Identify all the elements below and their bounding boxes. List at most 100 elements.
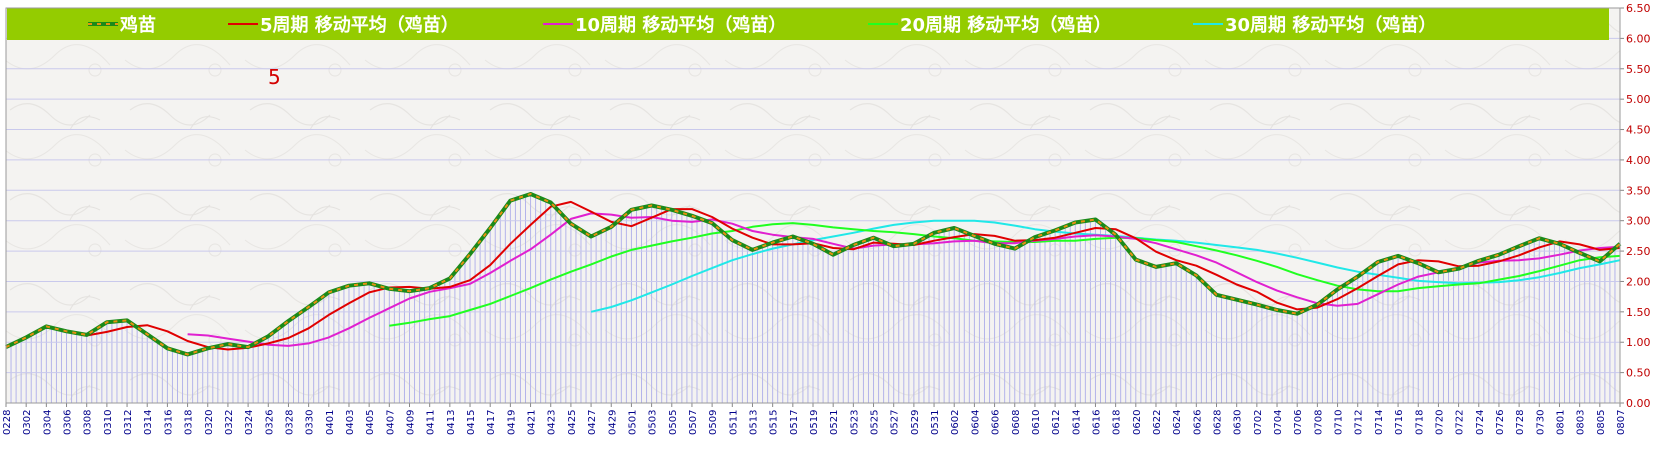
y-tick-label: 0.50: [1626, 367, 1651, 380]
x-tick-label: 0427: [587, 410, 598, 435]
x-tick-label: 0407: [385, 410, 396, 435]
x-tick-label: 0616: [1091, 410, 1102, 435]
x-tick-label: 0322: [224, 410, 235, 435]
x-tick-label: 0425: [567, 410, 578, 435]
x-tick-label: 0513: [748, 410, 759, 435]
x-tick-label: 0306: [63, 410, 74, 435]
chart-annotation: 5: [268, 65, 281, 89]
x-tick-label: 0626: [1192, 410, 1203, 435]
x-tick-label: 0328: [284, 410, 295, 435]
legend-label: 30周期 移动平均（鸡苗）: [1225, 14, 1436, 36]
series-lines: [5, 192, 1622, 357]
x-tick-label: 0628: [1213, 410, 1224, 435]
x-tick-label: 0720: [1434, 410, 1445, 435]
x-tick-label: 0706: [1293, 410, 1304, 435]
x-tick-label: 0503: [648, 410, 659, 435]
x-tick-label: 0405: [365, 410, 376, 435]
legend-label: 鸡苗: [119, 14, 156, 36]
x-tick-label: 0523: [849, 410, 860, 435]
x-tick-label: 0316: [163, 410, 174, 435]
y-tick-label: 2.50: [1626, 245, 1651, 258]
x-tick-label: 0716: [1394, 410, 1405, 435]
x-tick-label: 0417: [486, 410, 497, 435]
x-tick-label: 0401: [325, 410, 336, 435]
x-tick-label: 0718: [1414, 410, 1425, 435]
legend-band: [7, 8, 1609, 40]
x-tick-label: 0409: [406, 410, 417, 435]
x-tick-label: 0630: [1233, 410, 1244, 435]
x-tick-label: 0805: [1596, 410, 1607, 435]
x-tick-label: 0610: [1031, 410, 1042, 435]
x-tick-label: 0624: [1172, 410, 1183, 435]
x-tick-label: 0704: [1273, 410, 1284, 435]
bar-hatching: [5, 193, 1616, 403]
x-tick-label: 0521: [829, 410, 840, 435]
x-tick-label: 0413: [446, 410, 457, 435]
y-tick-label: 6.00: [1626, 32, 1651, 45]
x-tick-label: 0702: [1253, 410, 1264, 435]
y-tick-label: 0.00: [1626, 397, 1651, 410]
legend-label: 20周期 移动平均（鸡苗）: [900, 14, 1111, 36]
x-tick-label: 0801: [1555, 410, 1566, 435]
x-tick-label: 0803: [1576, 410, 1587, 435]
x-tick-label: 0326: [264, 410, 275, 435]
x-tick-label: 0708: [1313, 410, 1324, 435]
x-tick-label: 0507: [688, 410, 699, 435]
x-tick-label: 0429: [607, 410, 618, 435]
x-tick-label: 0302: [22, 410, 33, 435]
x-tick-label: 0320: [204, 410, 215, 435]
x-tick-label: 0324: [244, 410, 255, 435]
x-tick-label: 0505: [668, 410, 679, 435]
x-tick-label: 0608: [1011, 410, 1022, 435]
x-tick-label: 0304: [42, 410, 53, 435]
x-tick-label: 0415: [466, 410, 477, 435]
x-tick-label: 0310: [103, 410, 114, 435]
x-tick-label: 0612: [1051, 410, 1062, 435]
series-line-ma: [389, 222, 1621, 327]
y-tick-label: 3.50: [1626, 184, 1651, 197]
x-tick-label: 0714: [1374, 410, 1385, 435]
x-tick-label: 0728: [1515, 410, 1526, 435]
x-tick-label: 0614: [1071, 410, 1082, 435]
x-tick-label: 0724: [1475, 410, 1486, 435]
x-tick-label: 0515: [769, 410, 780, 435]
x-tick-label: 0622: [1152, 410, 1163, 435]
y-tick-label: 5.00: [1626, 93, 1651, 106]
x-tick-label: 0606: [991, 410, 1002, 435]
x-tick-label: 0511: [728, 410, 739, 435]
x-tick-label: 0228: [2, 410, 13, 435]
x-tick-label: 0730: [1535, 410, 1546, 435]
x-tick-label: 0330: [305, 410, 316, 435]
x-tick-label: 0525: [870, 410, 881, 435]
x-tick-label: 0712: [1354, 410, 1365, 435]
x-tick-label: 0722: [1455, 410, 1466, 435]
x-tick-label: 0423: [547, 410, 558, 435]
x-tick-label: 0403: [345, 410, 356, 435]
x-tick-label: 0618: [1112, 410, 1123, 435]
y-tick-label: 1.50: [1626, 306, 1651, 319]
x-tick-label: 0807: [1616, 410, 1627, 435]
plot-frame: [5, 7, 1621, 404]
x-tick-label: 0604: [970, 410, 981, 435]
y-tick-label: 4.50: [1626, 124, 1651, 137]
x-tick-label: 0509: [708, 410, 719, 435]
x-tick-label: 0726: [1495, 410, 1506, 435]
x-tick-label: 0312: [123, 410, 134, 435]
x-tick-label: 0710: [1334, 410, 1345, 435]
legend-label: 10周期 移动平均（鸡苗）: [575, 14, 786, 36]
y-tick-label: 5.50: [1626, 63, 1651, 76]
x-tick-label: 0602: [950, 410, 961, 435]
y-axis-ticks: 0.00 0.50 1.00 1.50 2.00 2.50 3.00 3.50 4.00 4.50…: [1620, 2, 1651, 410]
x-axis-ticks: 0228 0302 0304 0306 0308 0310 0312 0314 0316 0318…: [2, 403, 1627, 435]
y-tick-label: 6.50: [1626, 2, 1651, 15]
x-tick-label: 0527: [890, 410, 901, 435]
y-tick-label: 4.00: [1626, 154, 1651, 167]
x-tick-label: 0318: [184, 410, 195, 435]
x-tick-label: 0314: [143, 410, 154, 435]
legend-label: 5周期 移动平均（鸡苗）: [260, 14, 459, 36]
y-tick-label: 2.00: [1626, 275, 1651, 288]
series-line-ma: [86, 200, 1621, 351]
y-tick-label: 3.00: [1626, 215, 1651, 228]
